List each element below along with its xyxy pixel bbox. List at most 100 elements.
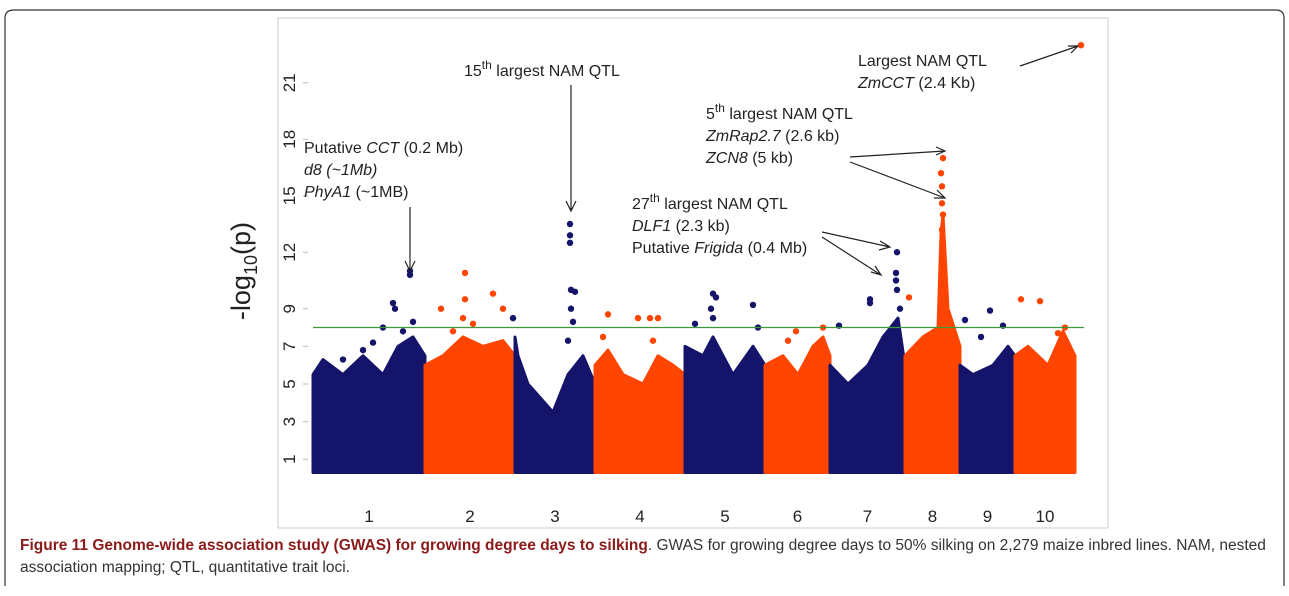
y-tick-label: 9	[280, 304, 299, 313]
annotation-part: largest NAM QTL	[660, 196, 788, 213]
arrow	[849, 146, 947, 158]
arrow	[1019, 45, 1080, 67]
chromosome-label: 9	[983, 507, 992, 526]
snp-point	[977, 333, 985, 341]
snp-point	[709, 314, 717, 322]
annotation-part: largest NAM QTL	[492, 63, 620, 80]
snp-point	[892, 277, 900, 284]
chromosome-label: 1	[364, 507, 373, 526]
snp-point	[389, 299, 397, 307]
annotation-part: (~1MB)	[351, 184, 408, 201]
snp-point	[449, 328, 457, 335]
y-tick-label: 15	[280, 186, 299, 205]
annotation-part: (2.3 kb)	[671, 218, 730, 235]
annotation-part: 15	[464, 63, 482, 80]
snp-point	[571, 288, 579, 295]
chromosome-label: 8	[928, 507, 937, 526]
snp-point	[566, 232, 574, 239]
snp-point	[892, 269, 900, 277]
snp-point	[938, 226, 946, 233]
snp-point	[866, 299, 874, 307]
annotation-part: CCT	[366, 140, 400, 157]
snp-point	[938, 200, 946, 207]
snp-point	[749, 301, 757, 309]
snp-point	[406, 271, 414, 279]
snp-point	[634, 314, 642, 322]
annotation-part: (2.4 Kb)	[914, 75, 975, 92]
annotation: PhyA1 (~1MB)	[304, 184, 408, 201]
snp-point	[939, 239, 947, 247]
snp-point	[599, 333, 607, 341]
annotation: DLF1 (2.3 kb)	[632, 218, 730, 235]
snp-point	[939, 154, 947, 162]
annotation: 15th largest NAM QTL	[464, 58, 620, 80]
signal-mass	[828, 316, 907, 474]
signal-mass	[903, 213, 962, 474]
snp-point	[1054, 329, 1062, 337]
snp-point	[893, 286, 901, 294]
annotation: Putative CCT (0.2 Mb)	[304, 140, 463, 157]
chromosome-label: 7	[863, 507, 872, 526]
annotation-part: (2.6 kb)	[781, 128, 840, 145]
snp-point	[937, 169, 945, 177]
y-axis-label-part: -log	[226, 275, 256, 320]
snp-point	[567, 305, 575, 312]
signal-mass	[958, 344, 1017, 474]
y-tick-label: 18	[280, 130, 299, 149]
chromosome-label: 5	[720, 507, 729, 526]
snp-point	[784, 337, 792, 344]
y-tick-label: 21	[280, 73, 299, 92]
annotation-part: (5 kb)	[748, 150, 793, 167]
annotation-part: th	[482, 58, 492, 72]
arrow	[565, 85, 577, 213]
signal-mass	[311, 335, 427, 474]
snp-point	[369, 339, 377, 346]
annotation-part: (0.2 Mb)	[399, 140, 463, 157]
snp-point	[646, 314, 654, 322]
snp-point	[691, 320, 699, 327]
annotation-part: Largest NAM QTL	[858, 53, 987, 70]
snp-point	[409, 318, 417, 326]
snp-point	[792, 328, 800, 335]
annotation-part: 5	[706, 106, 715, 123]
snp-point	[399, 328, 407, 335]
caption-title: Figure 11 Genome-wide association study …	[20, 537, 648, 554]
caption: Figure 11 Genome-wide association study …	[20, 535, 1270, 579]
annotation: ZCN8 (5 kb)	[705, 150, 793, 167]
annotation-part: largest NAM QTL	[725, 106, 853, 123]
y-tick-label: 5	[280, 379, 299, 388]
snp-point	[499, 305, 507, 312]
annotation: ZmRap2.7 (2.6 kb)	[705, 128, 839, 145]
snp-point	[569, 318, 577, 326]
snp-point	[938, 183, 946, 190]
annotation: 5th largest NAM QTL	[706, 101, 853, 123]
snp-point	[459, 314, 467, 322]
caption-text: . GWAS for growing degree days to 50% si…	[20, 537, 1266, 576]
chromosome-label: 3	[550, 507, 559, 526]
annotation: ZmCCT (2.4 Kb)	[857, 75, 975, 92]
annotation-part: ZCN8	[705, 150, 748, 167]
annotation-part: ZmCCT	[857, 75, 915, 92]
signal-mass	[513, 335, 597, 474]
annotation-part: Putative	[632, 240, 694, 257]
snp-point	[461, 296, 469, 303]
annotation: 27th largest NAM QTL	[632, 191, 788, 213]
snp-point	[469, 320, 477, 327]
snp-point	[707, 305, 715, 312]
snp-point	[961, 316, 969, 324]
annotation-part: DLF1	[632, 218, 671, 235]
snp-point	[489, 290, 497, 297]
snp-point	[712, 294, 720, 301]
annotation-part: th	[650, 191, 660, 205]
annotation-part: th	[715, 101, 725, 115]
annotation-part: d8 (~1Mb)	[304, 162, 377, 179]
arrows	[404, 45, 1080, 277]
y-axis-label-part: (p)	[226, 222, 256, 255]
y-tick-label: 3	[280, 417, 299, 426]
chromosome-label: 6	[793, 507, 802, 526]
figure-border	[4, 9, 15, 586]
snp-point	[1077, 41, 1085, 49]
